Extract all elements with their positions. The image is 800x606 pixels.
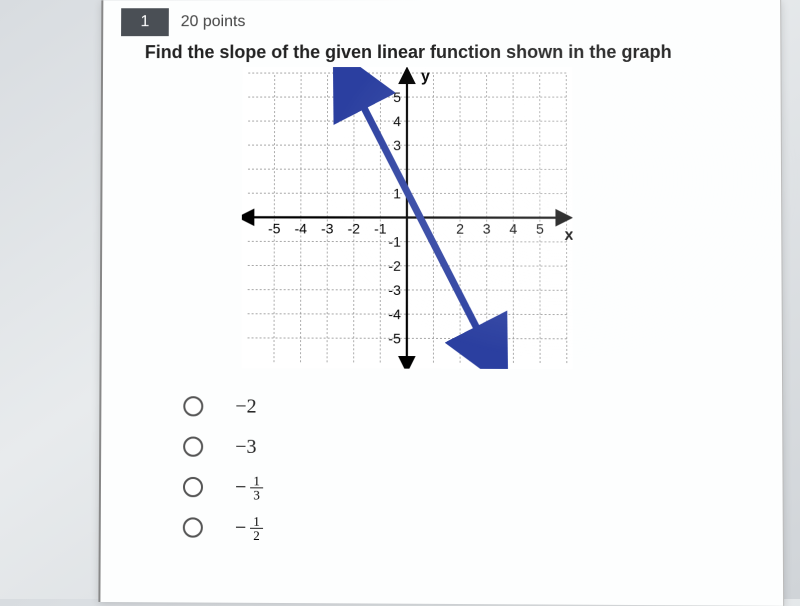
svg-text:2: 2 [456,221,464,237]
svg-text:-3: -3 [388,282,401,298]
fraction-stack: 1 3 [250,474,263,501]
svg-text:-4: -4 [295,220,308,236]
question-number-badge: 1 [121,8,169,36]
neg-sign: − [235,476,246,499]
answer-fraction: − 1 2 [235,514,263,541]
svg-text:-1: -1 [388,234,401,250]
svg-text:y: y [421,68,430,85]
linear-function-graph: -5 -4 -3 -2 -1 2 3 4 5 5 4 3 1 -1 -2 -3 -4 -5 y x [241,67,572,369]
svg-text:1: 1 [393,185,401,201]
radio-icon [183,437,203,457]
svg-text:5: 5 [393,89,401,105]
numerator: 1 [250,514,263,528]
svg-text:-1: -1 [374,220,387,236]
answer-option-b[interactable]: −3 [183,431,782,464]
fraction-stack: 1 2 [250,514,263,541]
answer-option-d[interactable]: − 1 2 [183,512,783,545]
svg-text:x: x [565,227,573,244]
svg-text:-4: -4 [388,306,401,322]
denominator: 2 [250,528,263,541]
answer-choices: −2 −3 − 1 3 − 1 2 [183,391,783,546]
svg-text:-2: -2 [388,258,401,274]
worksheet-page: 1 20 points Find the slope of the given … [98,0,784,606]
svg-text:-2: -2 [348,220,361,236]
answer-fraction: − 1 3 [235,474,263,501]
svg-text:-5: -5 [388,330,401,346]
radio-icon [183,396,203,416]
answer-text: −2 [235,395,256,418]
answer-option-c[interactable]: − 1 3 [183,472,783,505]
svg-text:-5: -5 [268,220,281,236]
answer-text: −3 [235,435,256,458]
svg-text:4: 4 [393,113,401,129]
neg-sign: − [235,516,246,539]
svg-text:3: 3 [483,221,491,237]
denominator: 3 [250,488,263,501]
graph-container: -5 -4 -3 -2 -1 2 3 4 5 5 4 3 1 -1 -2 -3 -4 -5 y x [241,67,782,375]
question-number: 1 [140,13,149,31]
svg-text:3: 3 [393,137,401,153]
svg-text:5: 5 [536,221,544,237]
radio-icon [183,477,203,497]
question-prompt: Find the slope of the given linear funct… [145,42,781,63]
svg-text:-3: -3 [321,220,334,236]
points-label: 20 points [181,13,246,31]
answer-option-a[interactable]: −2 [183,391,782,423]
question-header: 1 20 points [103,0,780,40]
svg-text:4: 4 [509,221,517,237]
radio-icon [183,517,203,537]
numerator: 1 [250,474,263,488]
